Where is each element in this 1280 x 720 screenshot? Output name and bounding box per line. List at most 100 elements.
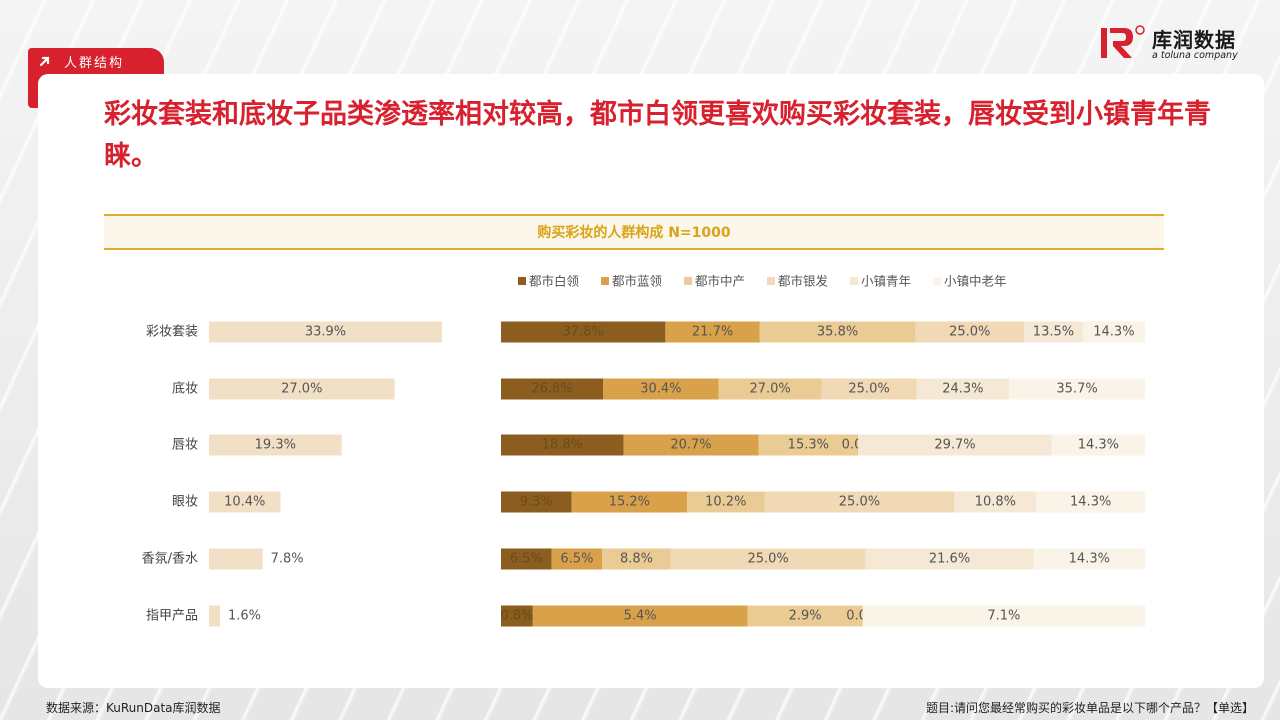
stacked-segment <box>1024 321 1083 343</box>
stacked-segment <box>687 491 765 513</box>
chart-title: 购买彩妆的人群构成 N=1000 <box>537 225 731 241</box>
segment-value-label: 10.2% <box>705 495 746 510</box>
penetration-bar <box>209 548 263 570</box>
stacked-segment <box>1036 491 1145 513</box>
segment-value-label: 9.3% <box>520 495 553 510</box>
segment-value-label: 26.8% <box>531 382 572 397</box>
stacked-segment <box>551 548 603 570</box>
category-label: 彩妆套装 <box>146 324 198 340</box>
stacked-segment <box>747 605 863 627</box>
penetration-bar <box>209 605 220 627</box>
segment-value-label: 35.7% <box>1056 382 1097 397</box>
segment-value-label: 25.0% <box>839 495 880 510</box>
segment-value-label: 20.7% <box>670 438 711 453</box>
segment-value-label: 15.3% <box>788 438 829 453</box>
category-label: 指甲产品 <box>146 609 198 624</box>
stacked-segment <box>821 378 917 400</box>
legend-label: 都市中产 <box>695 274 745 289</box>
penetration-value-label: 1.6% <box>228 609 261 624</box>
stacked-segment <box>501 321 666 343</box>
segment-value-label: 13.5% <box>1033 325 1074 340</box>
segment-value-label: 30.4% <box>640 382 681 397</box>
segment-value-label: 35.8% <box>817 325 858 340</box>
legend-label: 都市银发 <box>778 274 829 289</box>
section-tag: 人群结构 <box>28 48 164 74</box>
stacked-segment <box>501 491 572 513</box>
legend-label: 小镇中老年 <box>944 274 1007 289</box>
legend-swatch <box>850 277 858 285</box>
footer-question: 题目:请问您最经常购买的彩妆单品是以下哪个产品？【单选】 <box>925 701 1254 715</box>
section-tag-label: 人群结构 <box>64 55 125 71</box>
penetration-bar <box>209 321 442 343</box>
segment-value-label: 37.8% <box>563 325 604 340</box>
legend-label: 都市蓝领 <box>612 274 663 289</box>
chart-title-band: 购买彩妆的人群构成 N=1000 <box>104 214 1164 250</box>
segment-value-label: 2.9% <box>789 609 822 624</box>
segment-value-label: 18.8% <box>542 438 583 453</box>
stacked-segment <box>862 605 1145 627</box>
kurun-logo-icon <box>1101 25 1145 58</box>
category-label: 底妆 <box>172 381 198 397</box>
segment-value-label: 14.3% <box>1078 438 1119 453</box>
segment-value-label: 6.5% <box>560 552 593 567</box>
arrow-up-right-icon <box>39 56 50 67</box>
category-label: 眼妆 <box>172 495 198 510</box>
legend-swatch <box>518 277 526 285</box>
segment-value-label: 25.0% <box>848 382 889 397</box>
stacked-segment <box>603 378 719 400</box>
penetration-bar <box>209 378 395 400</box>
logo: 库润数据 a toluna company <box>1100 22 1260 66</box>
penetration-value-label: 27.0% <box>281 382 322 397</box>
stacked-segment <box>1009 378 1145 400</box>
stacked-segment <box>670 548 866 570</box>
legend-swatch <box>933 277 941 285</box>
stacked-segment <box>665 321 760 343</box>
segment-value-label: 21.6% <box>929 552 970 567</box>
segment-value-label: 8.8% <box>620 552 653 567</box>
stacked-segment <box>602 548 671 570</box>
logo-text-en: a toluna company <box>1152 50 1238 61</box>
stacked-segment <box>915 321 1025 343</box>
stacked-segment <box>916 378 1010 400</box>
segment-value-label: 25.0% <box>949 325 990 340</box>
legend-swatch <box>767 277 775 285</box>
segment-value-label: 6.5% <box>510 552 543 567</box>
penetration-bar <box>209 434 342 456</box>
segment-value-label: 25.0% <box>747 552 788 567</box>
segment-value-label: 29.7% <box>934 438 975 453</box>
penetration-value-label: 19.3% <box>255 438 296 453</box>
penetration-value-label: 10.4% <box>224 495 265 510</box>
stacked-segment <box>571 491 688 513</box>
penetration-value-label: 33.9% <box>305 325 346 340</box>
segment-value-label: 15.2% <box>609 495 650 510</box>
stacked-segment <box>858 434 1052 456</box>
segment-value-label: 21.7% <box>692 325 733 340</box>
segment-value-label: 14.3% <box>1069 552 1110 567</box>
stacked-segment <box>718 378 822 400</box>
stacked-segment <box>764 491 955 513</box>
legend-label: 小镇青年 <box>861 274 911 289</box>
stacked-segment <box>501 378 604 400</box>
stacked-segment <box>1082 321 1145 343</box>
segment-value-label: 5.4% <box>624 609 657 624</box>
legend-swatch <box>601 277 609 285</box>
stacked-segment <box>759 321 916 343</box>
legend-swatch <box>684 277 692 285</box>
stacked-segment <box>501 548 552 570</box>
stacked-segment <box>501 605 533 627</box>
legend-label: 都市白领 <box>529 274 580 289</box>
penetration-bar <box>209 491 281 513</box>
penetration-value-label: 7.8% <box>271 552 304 567</box>
segment-value-label: 14.3% <box>1070 495 1111 510</box>
stacked-segment <box>501 434 624 456</box>
stacked-segment <box>623 434 759 456</box>
segment-value-label: 14.3% <box>1093 325 1134 340</box>
category-label: 唇妆 <box>172 438 198 453</box>
segment-value-label: 27.0% <box>749 382 790 397</box>
logo-text-cn: 库润数据 <box>1152 28 1236 52</box>
segment-value-label: 10.8% <box>975 495 1016 510</box>
segment-value-label: 0.8% <box>500 609 533 624</box>
category-label: 香氛/香水 <box>142 552 198 567</box>
footer-source: 数据来源：KuRunData库润数据 <box>46 701 221 715</box>
